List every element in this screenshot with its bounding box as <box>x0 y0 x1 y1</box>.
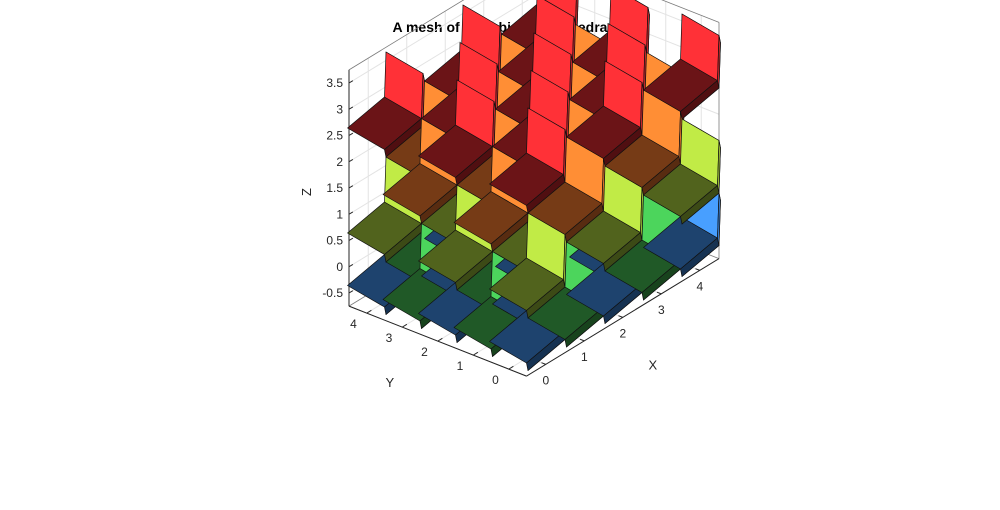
x-tick-label: 1 <box>581 350 588 364</box>
y-tick-mark <box>508 365 514 370</box>
rhombic-dodecahedron <box>643 13 721 120</box>
rhombus-face <box>717 140 721 194</box>
polyhedron-mesh <box>347 0 721 371</box>
y-tick-mark <box>401 323 408 328</box>
y-tick-label: 4 <box>350 317 357 331</box>
y-tick-mark <box>472 351 479 356</box>
z-tick-mark <box>348 185 354 189</box>
rhombic-dodecahedron <box>566 60 644 167</box>
x-tick-mark <box>579 338 585 342</box>
rhombic-dodecahedron <box>347 51 425 158</box>
x-tick-label: 0 <box>542 373 549 387</box>
x-tick-label: 3 <box>658 303 665 317</box>
grid-line <box>348 0 486 84</box>
rhombic-dodecahedron <box>643 118 721 225</box>
y-tick-mark <box>437 337 443 342</box>
x-axis-label: X <box>648 357 657 372</box>
axes-edge <box>348 0 465 71</box>
z-tick-label: 0 <box>336 260 343 274</box>
z-tick-mark <box>348 158 354 163</box>
y-tick-label: 2 <box>421 345 428 359</box>
rhombic-dodecahedron <box>604 89 683 196</box>
y-tick-label: 1 <box>457 359 464 373</box>
rhombic-dodecahedron <box>527 136 606 243</box>
z-tick-mark <box>348 106 354 110</box>
z-tick-label: 3.5 <box>326 76 343 90</box>
grid-line <box>348 0 529 110</box>
rhombus-face <box>717 192 721 246</box>
z-tick-label: 0.5 <box>326 234 343 248</box>
axes-edge <box>661 0 720 23</box>
x-tick-mark <box>695 268 700 271</box>
z-tick-label: 2 <box>336 155 343 169</box>
z-tick-mark <box>348 290 354 294</box>
y-tick-mark <box>366 309 372 314</box>
x-tick-label: 4 <box>696 279 703 293</box>
z-tick-mark <box>348 237 354 241</box>
rhombus-face <box>717 35 721 89</box>
z-tick-label: 2.5 <box>326 129 343 143</box>
z-tick-label: 3 <box>336 102 343 116</box>
rhombic-dodecahedron <box>489 107 567 214</box>
z-tick-mark <box>348 80 354 84</box>
tick-labels: 0 1 2 3 4 0 1 2 3 4 -0.5 0 0.5 1 1.5 2 2.5 3 3.5 X Y Z <box>299 76 703 390</box>
x-tick-mark <box>618 315 623 318</box>
x-tick-label: 2 <box>619 326 626 340</box>
y-tick-label: 3 <box>386 331 393 345</box>
z-tick-mark <box>348 263 354 268</box>
y-axis-label: Y <box>385 375 394 390</box>
z-tick-label: -0.5 <box>322 286 343 300</box>
z-tick-label: 1 <box>336 207 343 221</box>
x-tick-mark <box>541 362 546 365</box>
z-tick-mark <box>348 211 354 215</box>
z-tick-mark <box>348 132 354 136</box>
x-tick-mark <box>656 291 662 295</box>
y-tick-label: 0 <box>492 373 499 387</box>
z-tick-label: 1.5 <box>326 181 343 195</box>
z-axis-label: Z <box>299 188 314 196</box>
